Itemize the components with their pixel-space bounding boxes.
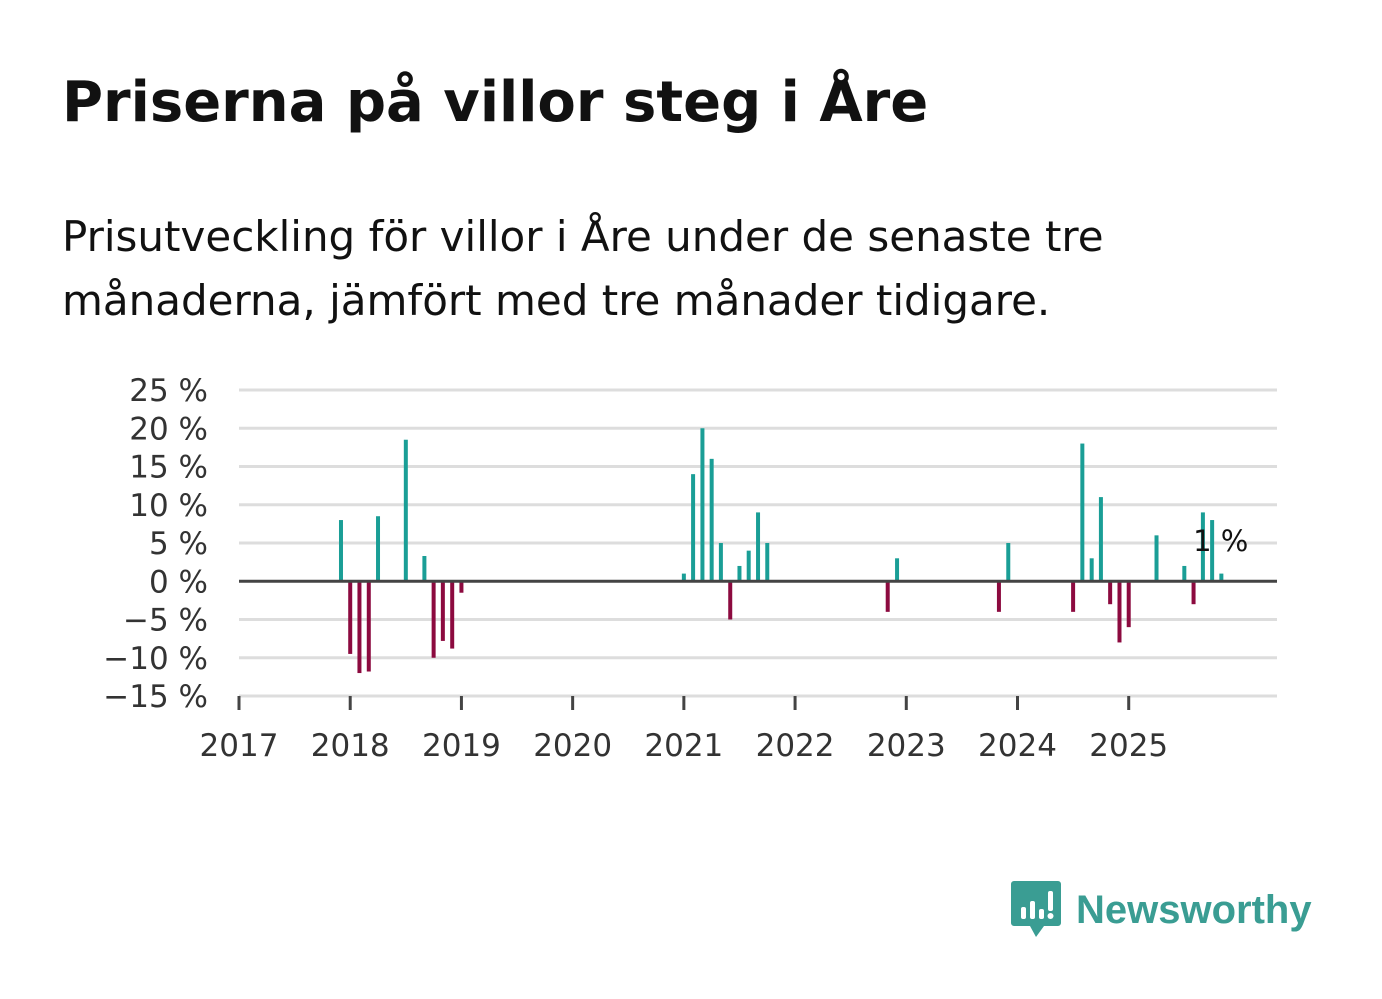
newsworthy-logo-icon: [1011, 881, 1061, 937]
bar: [1200, 512, 1205, 582]
bar: [403, 439, 408, 582]
bar: [1117, 581, 1122, 643]
bar: [1154, 535, 1159, 582]
bar: [765, 543, 770, 582]
y-tick-label: 5 %: [149, 526, 208, 562]
x-tick-label: 2020: [533, 728, 612, 764]
bar: [681, 573, 686, 582]
bar: [1080, 443, 1085, 582]
brand-name: Newsworthy: [1076, 887, 1312, 932]
x-tick-label: 2024: [978, 728, 1057, 764]
y-tick-label: −15 %: [103, 679, 208, 715]
chart-subtitle: Prisutveckling för villor i Åre under de…: [62, 212, 1104, 325]
y-tick-label: 20 %: [129, 411, 208, 447]
chart-title: Priserna på villor steg i Åre: [62, 70, 929, 135]
bar: [718, 543, 723, 582]
bar: [376, 516, 381, 582]
bar: [700, 428, 705, 582]
bar: [746, 550, 751, 582]
bar: [1071, 581, 1076, 612]
bar: [459, 581, 464, 593]
bar: [422, 556, 427, 582]
last-value-label: 1 %: [1193, 524, 1248, 558]
bars: [239, 428, 1277, 674]
y-tick-label: −10 %: [103, 641, 208, 677]
bar: [440, 581, 445, 641]
bar: [737, 565, 742, 582]
bar: [431, 581, 436, 658]
newsworthy-brand: Newsworthy: [1010, 878, 1312, 942]
bar: [885, 581, 890, 612]
bar: [1210, 520, 1215, 582]
bar: [728, 581, 733, 620]
x-tick-label: 2025: [1089, 728, 1168, 764]
y-tick-label: 0 %: [149, 564, 208, 600]
y-axis-ticks: 25 %20 %15 %10 %5 %0 %−5 %−10 %−15 %: [103, 373, 208, 715]
bar: [1006, 543, 1011, 582]
bar: [691, 474, 696, 582]
bar: [338, 520, 343, 582]
annotations: 1 %: [1193, 524, 1248, 558]
x-tick-label: 2017: [200, 728, 279, 764]
bar: [450, 581, 455, 649]
bar: [1182, 565, 1187, 582]
x-axis-ticks: 2017 2018 2019 2020 2021 2022 2023 2024 2025: [200, 696, 1168, 764]
bar: [357, 581, 362, 674]
bar: [1219, 573, 1224, 582]
y-tick-label: −5 %: [123, 603, 208, 639]
x-tick-label: 2022: [756, 728, 835, 764]
bar: [1126, 581, 1131, 628]
bar: [366, 581, 371, 672]
x-tick-label: 2018: [311, 728, 390, 764]
x-tick-label: 2023: [867, 728, 946, 764]
bar: [1191, 581, 1196, 605]
y-tick-label: 10 %: [129, 488, 208, 524]
x-tick-label: 2021: [644, 728, 723, 764]
x-tick-label: 2019: [422, 728, 501, 764]
bar: [1098, 497, 1103, 582]
bar: [756, 512, 761, 582]
bar: [709, 458, 714, 582]
bar: [348, 581, 353, 654]
y-tick-label: 25 %: [129, 373, 208, 409]
bar: [1089, 558, 1094, 582]
y-tick-label: 15 %: [129, 450, 208, 486]
bar: [895, 558, 900, 582]
bar: [1108, 581, 1113, 605]
bar: [996, 581, 1001, 612]
